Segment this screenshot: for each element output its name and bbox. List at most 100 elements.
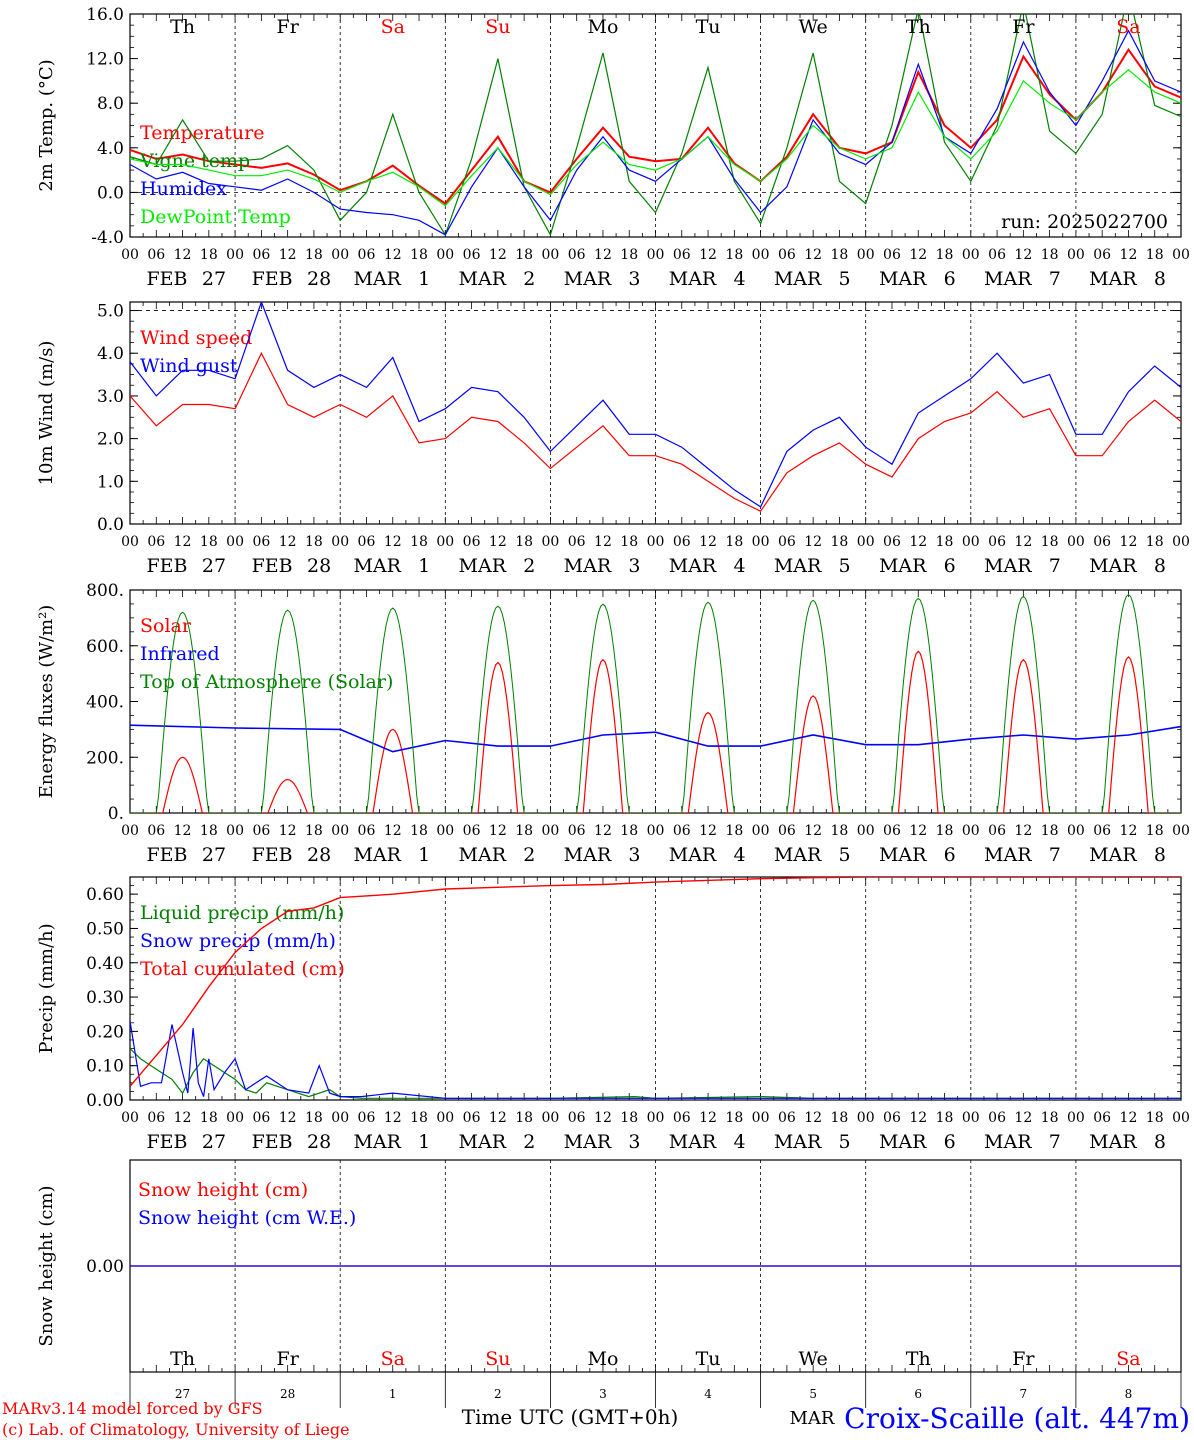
panel-2: 0.0 1.0 2.0 3.0 4.0 5.0 10m Wind (m/s) Wind spe… (36, 301, 1190, 577)
date-day-label: 5 (839, 555, 851, 577)
date-month-label: MAR (879, 268, 927, 290)
hour-tick-label: 06 (252, 1110, 270, 1126)
date-day-label: 4 (733, 1131, 745, 1153)
y-tick-label: 400. (86, 693, 124, 713)
hour-tick-label: 00 (331, 1110, 349, 1126)
hour-tick-label: 06 (568, 823, 586, 839)
hour-tick-label: 00 (121, 1110, 139, 1126)
hour-tick-label: 06 (252, 247, 270, 263)
series-line-liquid-precip-mm-h- (130, 1048, 1181, 1099)
hour-tick-label: 12 (699, 534, 717, 550)
legend-entry: Total cumulated (cm) (140, 958, 345, 980)
weekday-label: Mo (587, 16, 618, 38)
date-day-label: 6 (944, 844, 956, 866)
series-line-top-of-atmosphere-solar- (130, 593, 1181, 813)
hour-tick-label: 12 (909, 534, 927, 550)
hour-tick-label: 18 (515, 1110, 533, 1126)
date-day-label: 27 (202, 268, 226, 290)
weekday-label: Th (906, 16, 931, 38)
hour-tick-label: 12 (1120, 1110, 1138, 1126)
day-number-label: 5 (809, 1387, 817, 1401)
hour-tick-label: 18 (725, 534, 743, 550)
panel-5: 0.00 Snow height (cm) Snow height (cm) Snow… (36, 1159, 1182, 1408)
weekday-label: Fr (1012, 16, 1035, 38)
hour-tick-label: 00 (752, 823, 770, 839)
y-axis-label: Snow height (cm) (36, 1185, 57, 1346)
date-month-label: FEB (252, 1131, 293, 1153)
date-day-label: 2 (523, 268, 535, 290)
hour-tick-label: 12 (594, 1110, 612, 1126)
hour-tick-label: 00 (436, 1110, 454, 1126)
date-day-label: 8 (1154, 555, 1166, 577)
date-day-label: 28 (307, 1131, 331, 1153)
hour-tick-label: 06 (673, 1110, 691, 1126)
date-day-label: 7 (1049, 555, 1061, 577)
hour-tick-label: 18 (725, 247, 743, 263)
date-day-label: 28 (307, 268, 331, 290)
hour-tick-label: 00 (857, 823, 875, 839)
hour-tick-label: 06 (463, 534, 481, 550)
date-day-label: 8 (1154, 1131, 1166, 1153)
footer-copyright: (c) Lab. of Climatology, University of L… (2, 1420, 350, 1439)
date-month-label: MAR (1089, 555, 1137, 577)
y-tick-label: 800. (86, 581, 124, 601)
date-month-label: MAR (774, 844, 822, 866)
date-month-label: MAR (459, 268, 507, 290)
date-day-label: 5 (839, 844, 851, 866)
date-day-label: 3 (628, 844, 640, 866)
hour-tick-label: 06 (147, 247, 165, 263)
series-line-vigne-temp (130, 14, 1181, 237)
weekday-label: Fr (277, 1348, 300, 1370)
date-day-label: 1 (418, 555, 430, 577)
date-day-label: 28 (307, 844, 331, 866)
legend-entry: Infrared (140, 643, 220, 665)
hour-tick-label: 12 (804, 534, 822, 550)
date-month-label: MAR (353, 268, 401, 290)
date-month-label: MAR (459, 1131, 507, 1153)
hour-tick-label: 00 (1172, 1110, 1190, 1126)
hour-tick-label: 12 (1014, 247, 1032, 263)
legend-entry: Humidex (140, 178, 227, 200)
series-line-total-cumulated-cm- (130, 877, 1181, 1087)
hour-tick-label: 00 (857, 1110, 875, 1126)
hour-tick-label: 18 (725, 1110, 743, 1126)
y-tick-label: 0.20 (86, 1022, 124, 1042)
date-day-label: 3 (628, 555, 640, 577)
legend-entry: Snow precip (mm/h) (140, 930, 336, 952)
y-tick-label: 12.0 (86, 50, 124, 70)
hour-tick-label: 00 (226, 247, 244, 263)
y-tick-label: 0.0 (97, 183, 124, 203)
date-month-label: MAR (564, 268, 612, 290)
hour-tick-label: 18 (831, 534, 849, 550)
day-number-label: 2 (494, 1387, 502, 1401)
hour-tick-label: 06 (883, 534, 901, 550)
hour-tick-label: 12 (384, 1110, 402, 1126)
date-day-label: 4 (733, 844, 745, 866)
date-day-label: 7 (1049, 844, 1061, 866)
y-tick-label: 4.0 (97, 344, 124, 364)
date-month-label: MAR (353, 555, 401, 577)
hour-tick-label: 00 (541, 534, 559, 550)
date-month-label: MAR (774, 555, 822, 577)
hour-tick-label: 12 (489, 534, 507, 550)
hour-tick-label: 18 (1146, 1110, 1164, 1126)
hour-tick-label: 06 (883, 823, 901, 839)
y-tick-label: 0.40 (86, 954, 124, 974)
panel-4: 0.00 0.10 0.20 0.30 0.40 0.50 0.60 Precip (mm/h… (36, 876, 1190, 1153)
day-number-label: 8 (1125, 1387, 1133, 1401)
hour-tick-label: 18 (410, 1110, 428, 1126)
hour-tick-label: 12 (489, 823, 507, 839)
hour-tick-label: 12 (594, 247, 612, 263)
weekday-label: Sa (1116, 1348, 1140, 1370)
hour-tick-label: 00 (647, 1110, 665, 1126)
date-month-label: FEB (146, 268, 187, 290)
date-month-label: FEB (146, 1131, 187, 1153)
hour-tick-label: 12 (594, 534, 612, 550)
hour-tick-label: 12 (909, 823, 927, 839)
footer-model: MARv3.14 model forced by GFS (2, 1399, 263, 1418)
date-day-label: 6 (944, 555, 956, 577)
hour-tick-label: 00 (541, 1110, 559, 1126)
y-tick-label: 0.50 (86, 919, 124, 939)
hour-tick-label: 00 (647, 534, 665, 550)
